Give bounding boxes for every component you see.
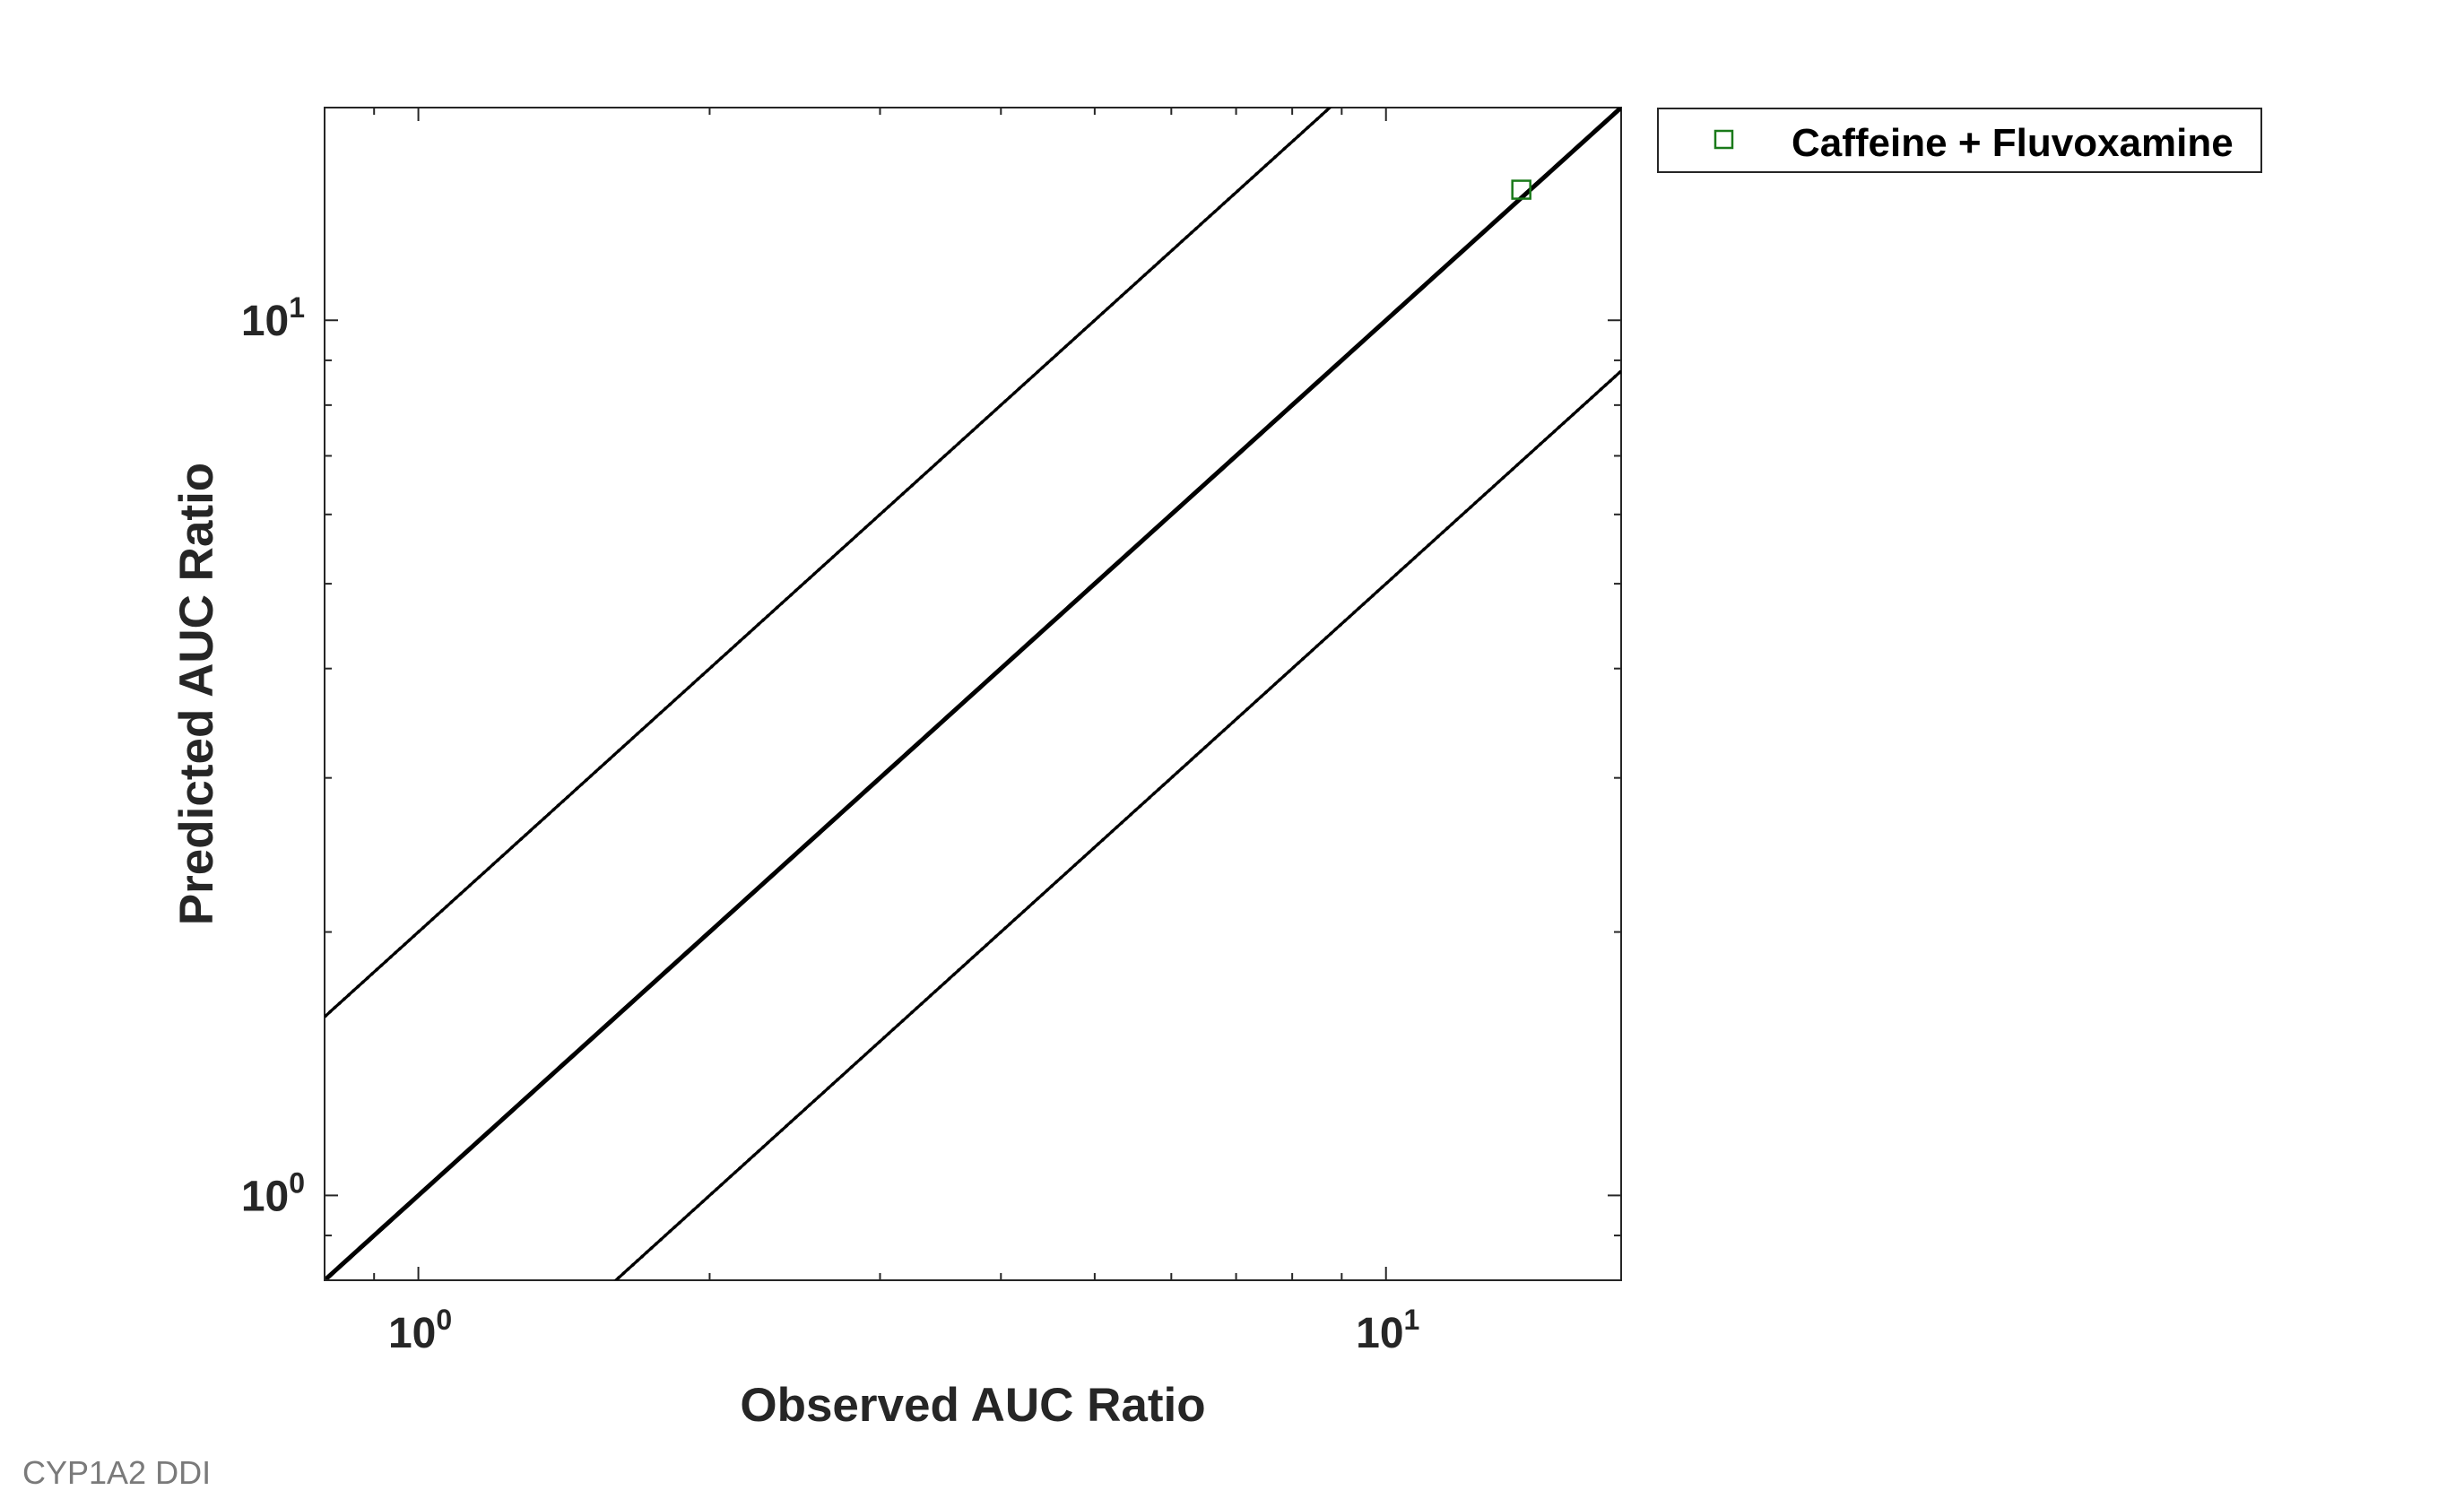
legend-box	[1657, 108, 2262, 173]
x-tick-label: 101	[1356, 1304, 1419, 1357]
reference-line-unity	[325, 108, 1621, 1280]
data-points	[1511, 179, 1531, 200]
y-tick-label: 100	[241, 1166, 305, 1220]
reference-line-guest-upper	[325, 108, 1332, 1018]
legend: Caffeine + Fluvoxamine	[1657, 108, 2262, 173]
axis-ticks	[324, 108, 1621, 1281]
data-point-square	[1511, 179, 1531, 200]
legend-marker-square	[1714, 129, 1734, 150]
y-tick-label: 101	[241, 291, 305, 345]
x-tick-label: 100	[388, 1304, 452, 1357]
y-axis-label: Predicted AUC Ratio	[170, 463, 223, 925]
reference-lines	[325, 108, 1621, 1280]
legend-label-caffeine-fluvoxamine: Caffeine + Fluvoxamine	[1792, 121, 2234, 165]
footer-caption: CYP1A2 DDI	[22, 1454, 211, 1491]
tick-labels: 100 101 100 101	[241, 291, 1420, 1357]
x-axis-label: Observed AUC Ratio	[740, 1379, 1205, 1432]
reference-line-guest-lower	[613, 369, 1621, 1280]
